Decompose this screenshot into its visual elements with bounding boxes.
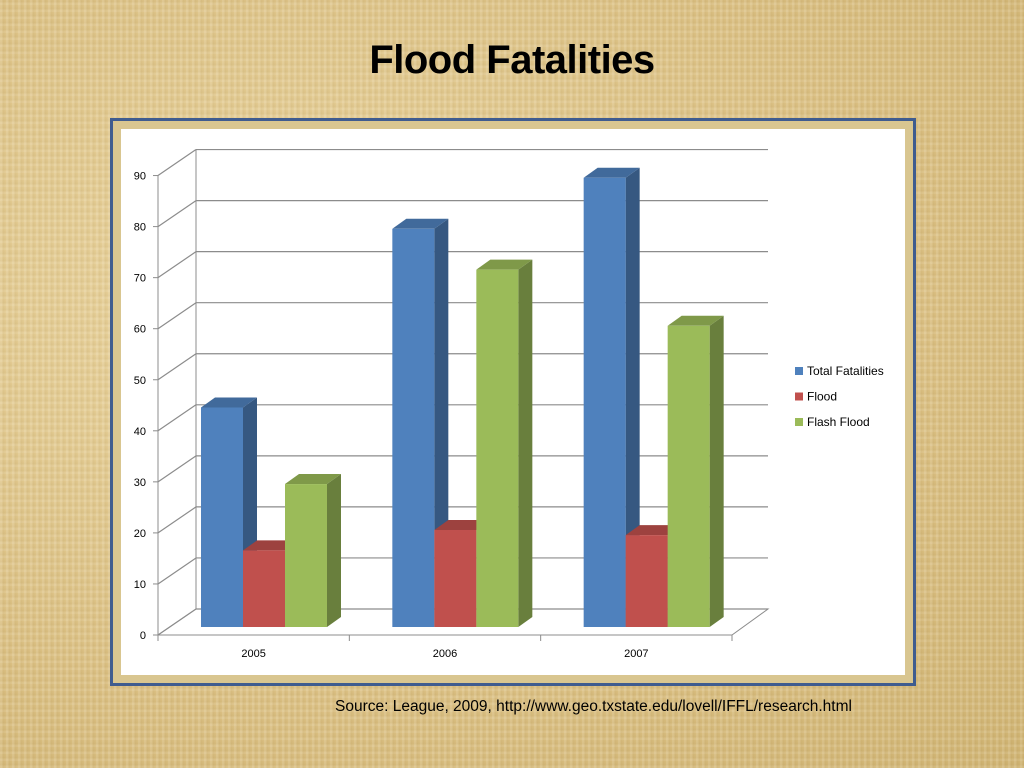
bar-top — [667, 315, 724, 326]
x-category-label: 2005 — [241, 648, 265, 660]
bar-top — [476, 259, 533, 270]
bar — [667, 325, 710, 627]
gridline-side — [157, 506, 197, 534]
gridline-side — [157, 557, 197, 585]
y-tick-label: 0 — [140, 630, 146, 642]
bar-top — [583, 167, 640, 178]
bar — [476, 269, 519, 627]
gridline-side — [157, 353, 197, 381]
gridline-side — [157, 149, 197, 177]
x-category-label: 2007 — [624, 648, 648, 660]
y-tick-label: 40 — [134, 426, 146, 438]
gridline-side — [157, 200, 197, 228]
gridline-side — [157, 455, 197, 483]
y-tick-label: 50 — [134, 375, 146, 387]
bar-side — [518, 259, 533, 627]
bar-side — [625, 167, 640, 627]
gridline-side — [157, 608, 197, 636]
bar — [625, 535, 668, 627]
legend-swatch — [795, 367, 803, 375]
y-tick-label: 20 — [134, 528, 146, 540]
y-tick-label: 60 — [134, 324, 146, 336]
legend-label: Flood — [807, 390, 837, 404]
y-tick-label: 80 — [134, 222, 146, 234]
bar — [434, 530, 477, 627]
y-tick-label: 10 — [134, 579, 146, 591]
slide-title: Flood Fatalities — [369, 38, 655, 82]
y-tick-label: 70 — [134, 273, 146, 285]
legend-label: Total Fatalities — [807, 364, 884, 378]
gridline-side — [157, 251, 197, 279]
x-category-label: 2006 — [433, 648, 457, 660]
bar — [201, 407, 243, 627]
source-citation: Source: League, 2009, http://www.geo.txs… — [335, 698, 852, 715]
bar — [285, 484, 327, 627]
gridline-side — [157, 302, 197, 330]
gridline-side — [157, 404, 197, 432]
legend-label: Flash Flood — [807, 415, 870, 429]
legend-swatch — [795, 392, 803, 401]
bar — [392, 228, 435, 627]
y-tick-label: 30 — [134, 477, 146, 489]
y-tick-label: 90 — [134, 171, 146, 183]
bar — [583, 177, 626, 627]
bar — [243, 550, 285, 627]
legend-swatch — [795, 418, 803, 426]
bar-top — [285, 474, 341, 485]
bar-top — [392, 218, 449, 229]
bar-side — [709, 315, 724, 627]
bar-side — [327, 474, 341, 627]
bar-top — [201, 397, 257, 408]
